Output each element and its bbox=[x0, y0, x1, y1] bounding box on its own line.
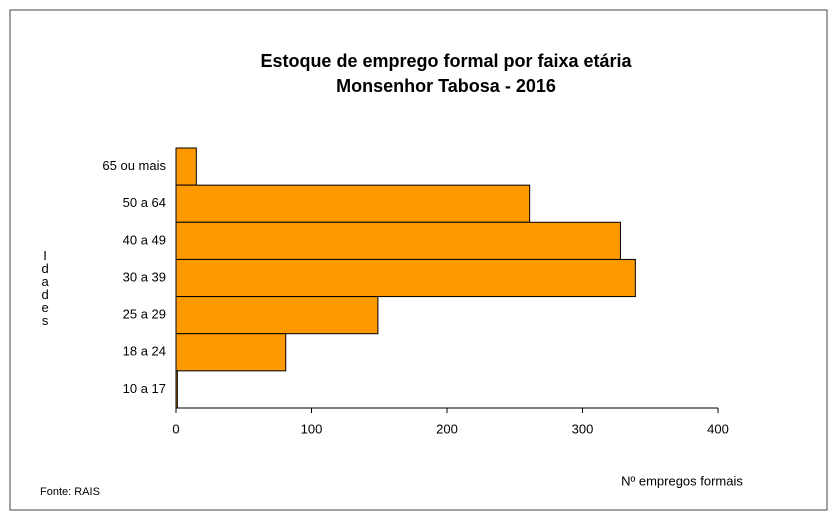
x-tick-label: 0 bbox=[172, 421, 179, 436]
y-tick-label: 40 a 49 bbox=[123, 232, 166, 247]
y-tick-label: 10 a 17 bbox=[123, 381, 166, 396]
bar bbox=[175, 221, 621, 260]
y-axis-label: Idades bbox=[38, 248, 53, 326]
chart-title: Estoque de emprego formal por faixa etár… bbox=[260, 51, 632, 71]
y-tick-label: 30 a 39 bbox=[123, 269, 166, 284]
x-tick-label: 400 bbox=[707, 421, 729, 436]
bar bbox=[175, 147, 197, 186]
x-tick-label: 200 bbox=[436, 421, 458, 436]
bar bbox=[175, 333, 287, 372]
chart-subtitle: Monsenhor Tabosa - 2016 bbox=[336, 76, 556, 96]
y-tick-label: 25 a 29 bbox=[123, 307, 166, 322]
x-tick-label: 300 bbox=[572, 421, 594, 436]
y-tick-label: 65 ou mais bbox=[102, 158, 166, 173]
bar bbox=[175, 296, 379, 335]
x-axis-label: Nº empregos formais bbox=[621, 473, 743, 488]
y-tick-label: 50 a 64 bbox=[123, 195, 166, 210]
bar bbox=[175, 258, 636, 298]
x-tick-label: 100 bbox=[301, 421, 323, 436]
bar bbox=[175, 184, 531, 223]
source: Fonte: RAIS bbox=[40, 486, 100, 498]
y-tick-label: 18 a 24 bbox=[123, 344, 166, 359]
